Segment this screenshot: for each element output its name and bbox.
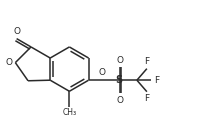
- Text: F: F: [154, 76, 159, 85]
- Text: F: F: [144, 94, 149, 103]
- Text: S: S: [115, 75, 122, 85]
- Text: O: O: [116, 96, 123, 105]
- Text: CH₃: CH₃: [62, 108, 76, 117]
- Text: O: O: [116, 56, 123, 65]
- Text: F: F: [144, 57, 149, 67]
- Text: O: O: [99, 68, 106, 77]
- Text: O: O: [5, 58, 12, 67]
- Text: O: O: [13, 27, 20, 36]
